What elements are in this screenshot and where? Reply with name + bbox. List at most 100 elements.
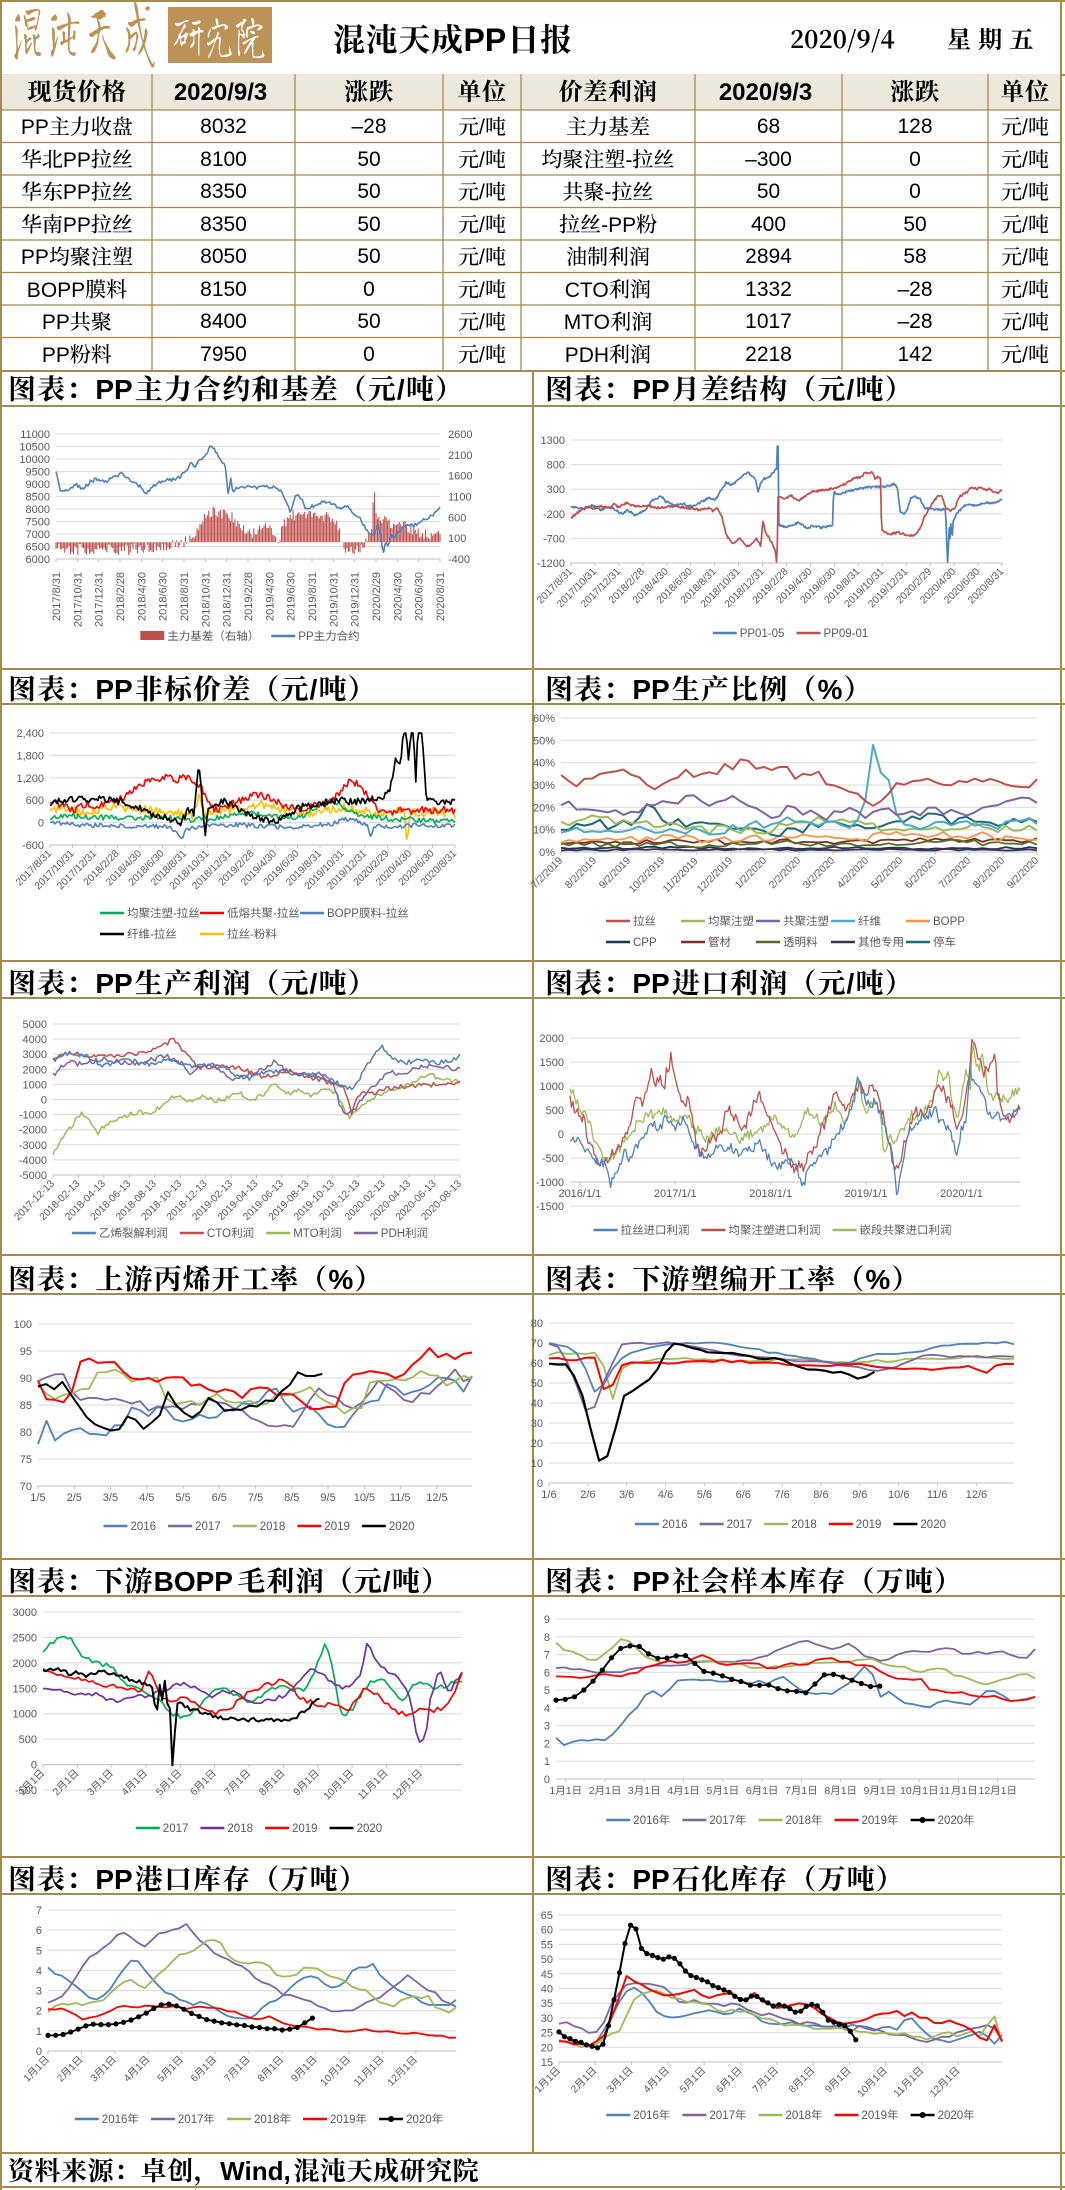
svg-text:8: 8 bbox=[824, 1785, 830, 1797]
svg-text:7/2/2020: 7/2/2020 bbox=[937, 855, 973, 891]
svg-text:7/6: 7/6 bbox=[774, 1489, 789, 1501]
svg-text:25: 25 bbox=[541, 2028, 553, 2040]
svg-text:/: / bbox=[1022, 344, 1028, 367]
svg-text:2019/2/28: 2019/2/28 bbox=[243, 572, 255, 621]
svg-text:6/2/2020: 6/2/2020 bbox=[903, 855, 939, 891]
svg-text:BOPP: BOPP bbox=[154, 1566, 233, 1597]
svg-text:30%: 30% bbox=[533, 780, 555, 792]
svg-text:–28: –28 bbox=[351, 115, 386, 138]
svg-text:1017: 1017 bbox=[745, 310, 792, 333]
svg-text:100: 100 bbox=[14, 1319, 32, 1331]
svg-text:2017: 2017 bbox=[195, 1521, 221, 1533]
svg-text:2018: 2018 bbox=[254, 2114, 280, 2126]
svg-text:2018/6/30: 2018/6/30 bbox=[158, 572, 170, 621]
svg-text:12: 12 bbox=[978, 1785, 990, 1797]
svg-text:2016/1/1: 2016/1/1 bbox=[558, 1188, 601, 1200]
svg-text:1600: 1600 bbox=[448, 471, 472, 483]
svg-text:1,800: 1,800 bbox=[16, 750, 44, 762]
svg-text:2019/4/30: 2019/4/30 bbox=[264, 572, 276, 621]
svg-text:300: 300 bbox=[547, 484, 565, 496]
svg-text:75: 75 bbox=[20, 1454, 32, 1466]
svg-text:1: 1 bbox=[549, 1785, 555, 1797]
svg-text:55: 55 bbox=[541, 1939, 553, 1951]
svg-text:-: - bbox=[625, 149, 632, 172]
svg-text:-: - bbox=[604, 181, 611, 204]
svg-text:11/5: 11/5 bbox=[390, 1492, 411, 1504]
svg-text:2018/8/31: 2018/8/31 bbox=[179, 572, 191, 621]
svg-text:PP: PP bbox=[464, 22, 507, 58]
svg-text:1500: 1500 bbox=[540, 1057, 564, 1069]
svg-text:PDH: PDH bbox=[565, 344, 609, 367]
svg-text:/: / bbox=[479, 344, 485, 367]
svg-text:2019: 2019 bbox=[856, 1519, 882, 1531]
svg-text:1000: 1000 bbox=[23, 1079, 47, 1091]
svg-text:2019: 2019 bbox=[324, 1521, 350, 1533]
svg-text:/: / bbox=[1022, 149, 1028, 172]
svg-text:0: 0 bbox=[38, 818, 44, 830]
svg-text:2018/12/31: 2018/12/31 bbox=[222, 572, 234, 627]
svg-text:-2000: -2000 bbox=[19, 1125, 47, 1137]
svg-text:7500: 7500 bbox=[26, 517, 50, 529]
svg-text:/: / bbox=[847, 374, 855, 405]
svg-text:-5000: -5000 bbox=[19, 1170, 47, 1182]
svg-text:4/5: 4/5 bbox=[139, 1492, 154, 1504]
svg-text:70: 70 bbox=[531, 1338, 543, 1350]
svg-text:6: 6 bbox=[746, 1785, 752, 1797]
svg-text:-: - bbox=[173, 908, 177, 920]
svg-text:2600: 2600 bbox=[448, 429, 472, 441]
svg-text:90: 90 bbox=[20, 1373, 32, 1385]
svg-text:40: 40 bbox=[541, 1984, 553, 1996]
svg-text:1500: 1500 bbox=[13, 1683, 37, 1695]
svg-text:%: % bbox=[817, 674, 842, 705]
svg-text:PP: PP bbox=[95, 374, 132, 405]
svg-text:PP: PP bbox=[298, 631, 314, 643]
svg-text:50: 50 bbox=[531, 1378, 543, 1390]
svg-text:-1500: -1500 bbox=[536, 1201, 564, 1213]
svg-text:1: 1 bbox=[544, 1756, 550, 1768]
svg-text:11: 11 bbox=[352, 2073, 367, 2088]
svg-text:500: 500 bbox=[546, 1105, 564, 1117]
svg-text:2020: 2020 bbox=[357, 1823, 383, 1835]
svg-text:–28: –28 bbox=[897, 310, 932, 333]
svg-text:2018: 2018 bbox=[786, 1815, 812, 1827]
svg-text:0: 0 bbox=[31, 1760, 37, 1772]
svg-text:4000: 4000 bbox=[23, 1034, 47, 1046]
svg-text:PP: PP bbox=[42, 311, 70, 334]
svg-text:/: / bbox=[479, 214, 485, 237]
svg-text:1: 1 bbox=[566, 1785, 572, 1797]
svg-text:9: 9 bbox=[864, 1785, 870, 1797]
svg-text:12/6: 12/6 bbox=[966, 1489, 987, 1501]
svg-text:/: / bbox=[1022, 214, 1028, 237]
svg-text:9/5: 9/5 bbox=[320, 1492, 335, 1504]
svg-text:5000: 5000 bbox=[23, 1019, 47, 1031]
svg-text:2: 2 bbox=[36, 2006, 42, 2018]
svg-text:PP: PP bbox=[95, 968, 132, 999]
svg-text:-: - bbox=[150, 929, 154, 941]
svg-text:-600: -600 bbox=[22, 840, 44, 852]
svg-text:2017: 2017 bbox=[709, 1815, 735, 1827]
svg-text:1: 1 bbox=[1001, 1785, 1007, 1797]
svg-text:9500: 9500 bbox=[26, 467, 50, 479]
svg-text:2: 2 bbox=[544, 1738, 550, 1750]
svg-text:10/6: 10/6 bbox=[888, 1489, 909, 1501]
svg-text:8/2/2019: 8/2/2019 bbox=[563, 855, 599, 891]
svg-text:15: 15 bbox=[541, 2057, 553, 2069]
svg-text:2017: 2017 bbox=[709, 2110, 735, 2122]
svg-text:4/2/2020: 4/2/2020 bbox=[835, 855, 871, 891]
svg-text:10: 10 bbox=[531, 1458, 543, 1470]
svg-text:1000: 1000 bbox=[13, 1709, 37, 1721]
svg-text:3/6: 3/6 bbox=[619, 1489, 634, 1501]
svg-text:-1000: -1000 bbox=[536, 1177, 564, 1189]
svg-text:5: 5 bbox=[544, 1685, 550, 1697]
svg-text:7/5: 7/5 bbox=[248, 1492, 263, 1504]
svg-text:6/6: 6/6 bbox=[736, 1489, 751, 1501]
svg-text:4/6: 4/6 bbox=[658, 1489, 673, 1501]
svg-text:10/2/2019: 10/2/2019 bbox=[627, 855, 667, 895]
svg-text:4: 4 bbox=[36, 1965, 42, 1977]
svg-text:BOPP: BOPP bbox=[933, 916, 965, 928]
svg-text:-: - bbox=[250, 929, 254, 941]
svg-text:0: 0 bbox=[363, 278, 375, 301]
svg-text:40%: 40% bbox=[533, 758, 555, 770]
svg-text:1: 1 bbox=[841, 1785, 847, 1797]
svg-text:8150: 8150 bbox=[200, 278, 247, 301]
